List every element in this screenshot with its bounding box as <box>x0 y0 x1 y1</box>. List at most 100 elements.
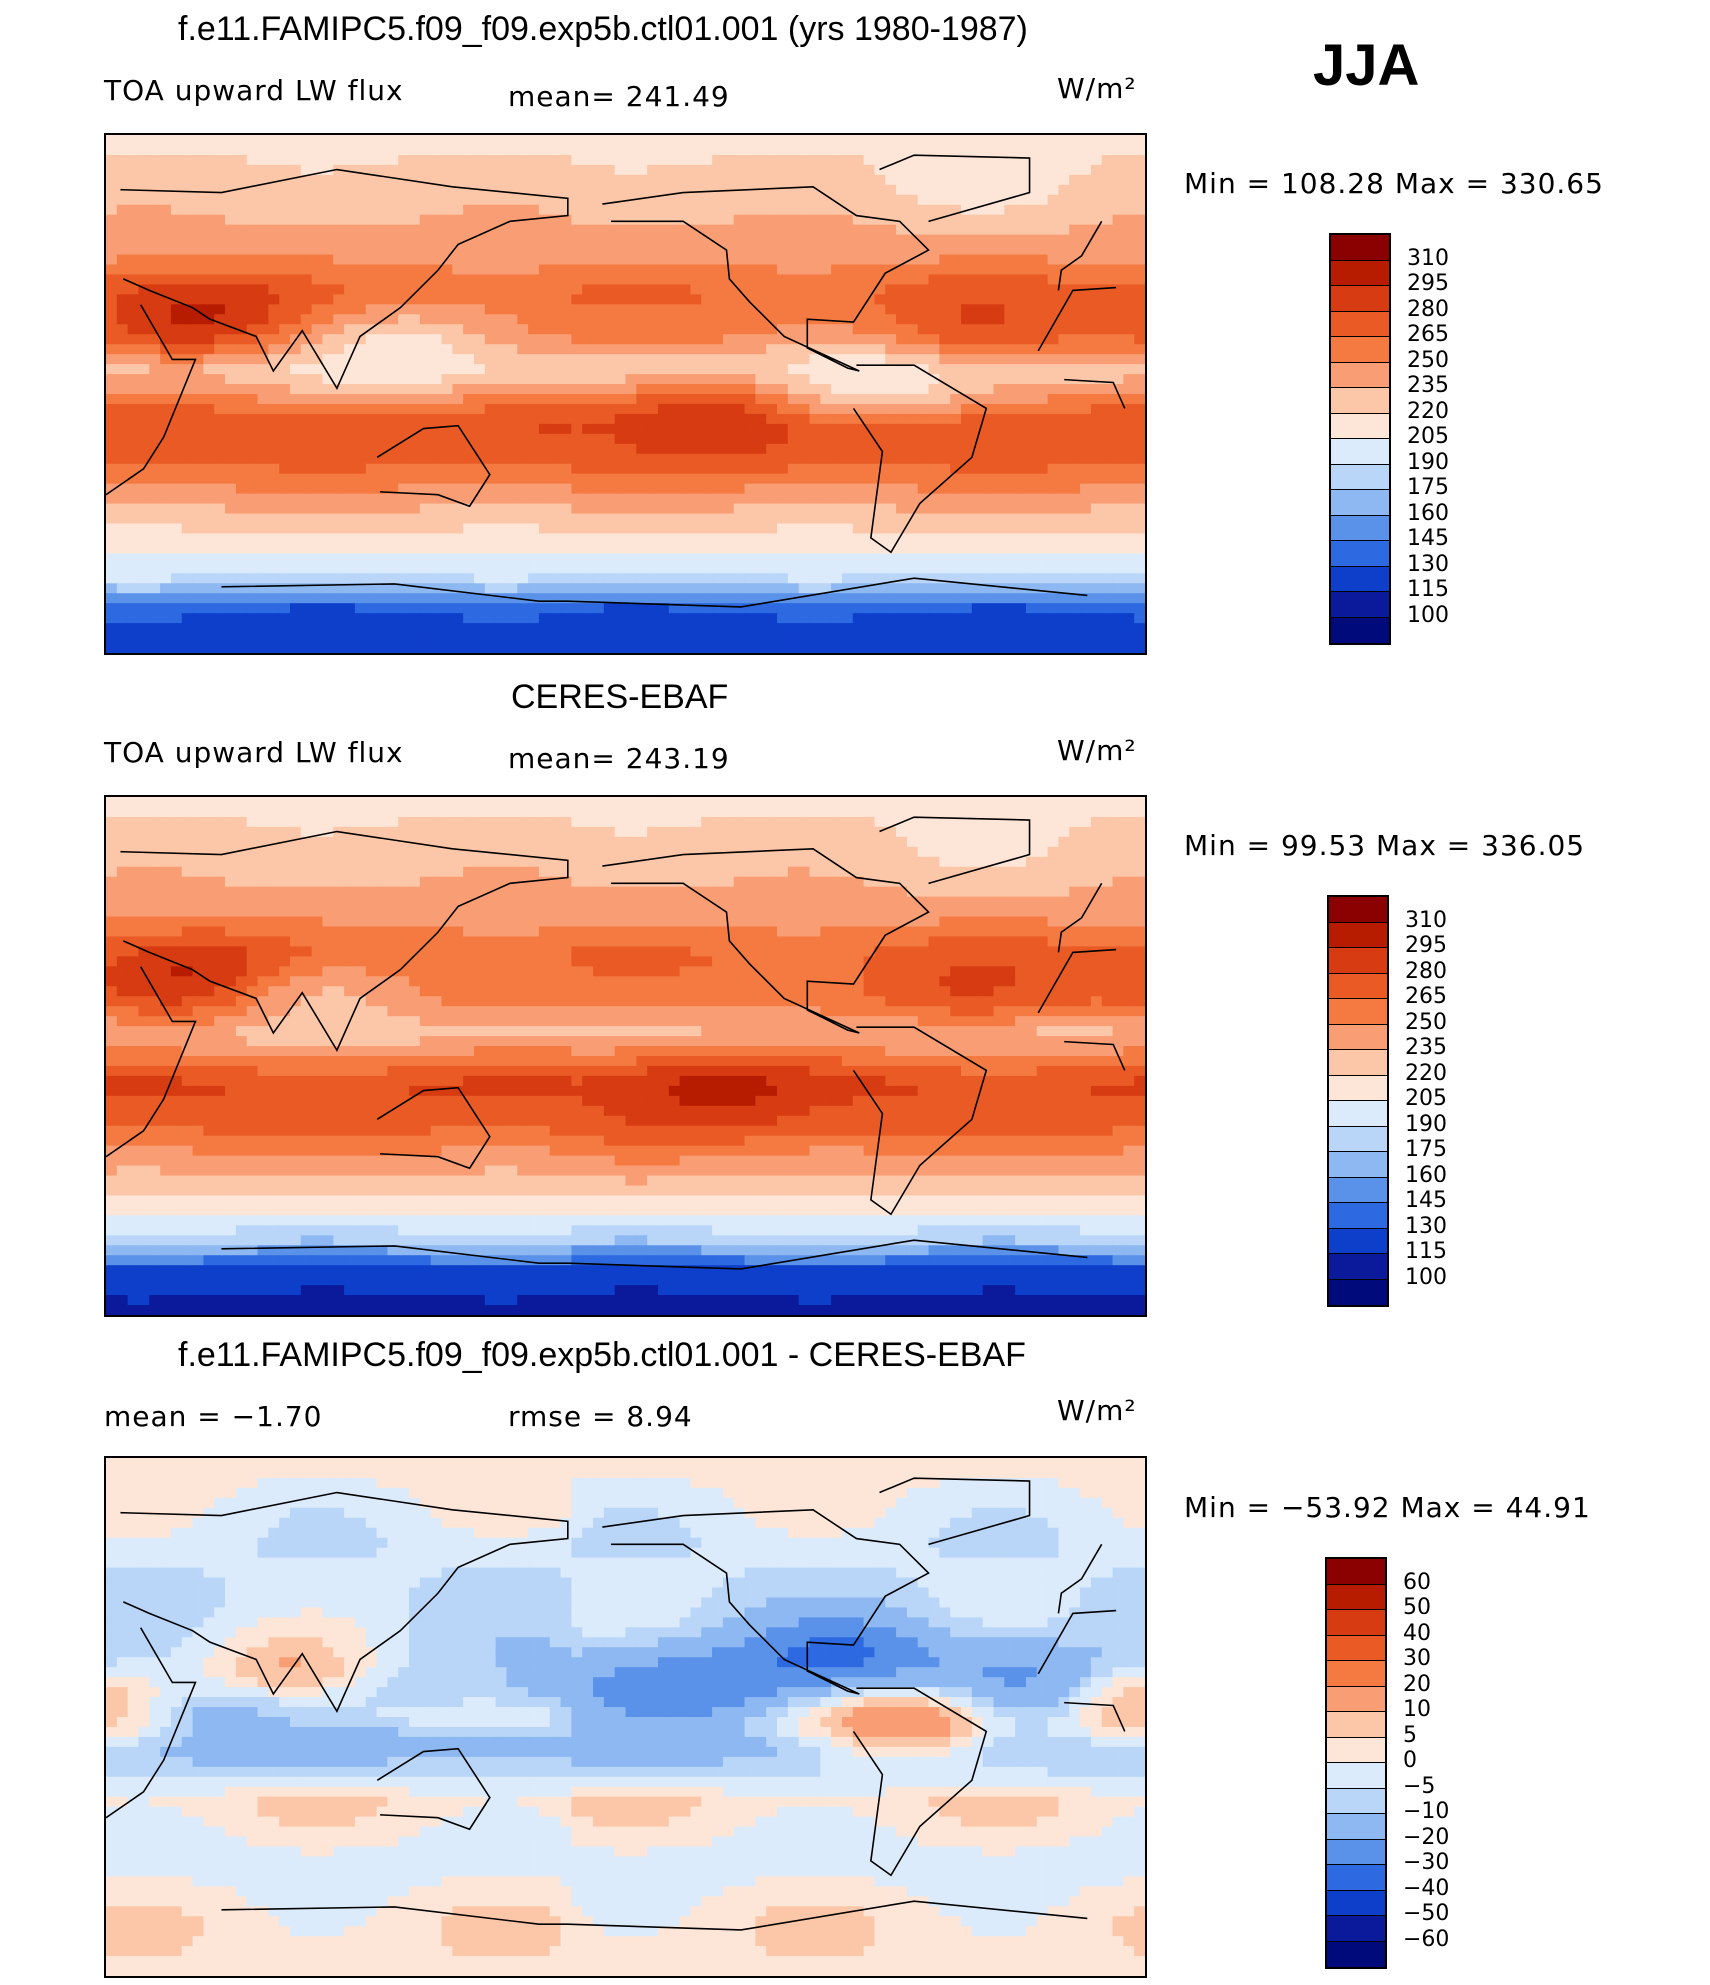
heatmap-cell <box>571 135 583 146</box>
heatmap-cell <box>419 483 432 495</box>
heatmap-cell <box>852 473 865 485</box>
heatmap-cell <box>560 553 572 564</box>
heatmap-cell <box>625 603 637 614</box>
heatmap-cell <box>982 364 995 375</box>
heatmap-cell <box>636 234 648 246</box>
heatmap-cell <box>1080 413 1092 425</box>
heatmap-cell <box>311 354 324 365</box>
heatmap-cell <box>787 324 800 335</box>
heatmap-cell <box>722 384 735 395</box>
heatmap-cell <box>517 234 529 246</box>
heatmap-cell <box>1004 473 1016 485</box>
heatmap-cell <box>333 453 345 465</box>
heatmap-cell <box>820 374 832 385</box>
heatmap-cell <box>809 513 821 525</box>
heatmap-cell <box>593 413 605 425</box>
heatmap-cell <box>560 164 572 176</box>
heatmap-cell <box>149 294 161 305</box>
heatmap-cell <box>430 453 443 465</box>
heatmap-cell <box>170 234 183 246</box>
heatmap-cell <box>203 473 215 485</box>
heatmap-cell <box>1025 144 1038 156</box>
heatmap-cell <box>690 234 702 246</box>
heatmap-cell <box>744 204 756 216</box>
heatmap-cell <box>528 503 540 515</box>
heatmap-cell <box>235 573 248 584</box>
heatmap-cell <box>614 294 627 305</box>
heatmap-cell <box>257 533 269 545</box>
heatmap-cell <box>257 553 269 564</box>
heatmap-cell <box>798 573 811 584</box>
heatmap-cell <box>225 135 237 146</box>
heatmap-cell <box>798 473 811 485</box>
heatmap-cell <box>733 503 746 515</box>
heatmap-cell <box>376 463 388 475</box>
heatmap-cell <box>668 503 681 515</box>
heatmap-cell <box>582 364 594 375</box>
heatmap-cell <box>777 633 789 644</box>
heatmap-cell <box>365 234 378 246</box>
heatmap-cell <box>636 214 648 226</box>
heatmap-cell <box>1101 204 1114 216</box>
heatmap-cell <box>1036 324 1049 335</box>
heatmap-cell <box>701 513 713 525</box>
heatmap-cell <box>452 543 464 554</box>
heatmap-cell <box>398 483 410 495</box>
heatmap-cell <box>1090 264 1103 276</box>
heatmap-cell <box>246 543 259 554</box>
heatmap-cell <box>787 613 800 624</box>
heatmap-cell <box>138 224 150 236</box>
heatmap-cell <box>777 493 789 505</box>
heatmap-cell <box>798 623 811 634</box>
heatmap-cell <box>1134 573 1145 584</box>
heatmap-cell <box>473 164 486 176</box>
heatmap-cell <box>809 374 821 385</box>
heatmap-cell <box>279 613 291 624</box>
heatmap-cell <box>809 493 821 505</box>
heatmap-cell <box>668 473 681 485</box>
heatmap-cell <box>701 254 713 266</box>
heatmap-cell <box>1101 563 1114 574</box>
heatmap-cell <box>387 403 399 415</box>
heatmap-cell <box>181 463 194 475</box>
heatmap-cell <box>473 334 486 345</box>
heatmap-cell <box>322 364 334 375</box>
heatmap-cell <box>722 563 735 574</box>
heatmap-cell <box>257 184 269 196</box>
heatmap-cell <box>906 473 919 485</box>
heatmap-cell <box>690 613 702 624</box>
heatmap-cell <box>603 135 616 146</box>
heatmap-cell <box>170 453 183 465</box>
heatmap-cell <box>603 483 616 495</box>
heatmap-cell <box>257 443 269 455</box>
heatmap-cell <box>376 234 388 246</box>
heatmap-cell <box>1101 473 1114 485</box>
heatmap-cell <box>127 374 140 385</box>
heatmap-cell <box>192 135 205 146</box>
panel-1-variable: TOA upward LW flux <box>104 74 404 107</box>
heatmap-cell <box>409 324 421 335</box>
heatmap-cell <box>603 583 616 594</box>
heatmap-cell <box>452 613 464 624</box>
heatmap-cell <box>419 503 432 515</box>
heatmap-cell <box>906 274 919 286</box>
heatmap-cell <box>690 423 702 435</box>
heatmap-cell <box>874 623 886 634</box>
heatmap-cell <box>625 264 637 276</box>
heatmap-cell <box>506 234 518 246</box>
heatmap-cell <box>971 244 984 256</box>
heatmap-cell <box>1080 623 1092 634</box>
heatmap-cell <box>560 403 572 415</box>
heatmap-cell <box>755 274 767 286</box>
heatmap-cell <box>246 224 259 236</box>
heatmap-cell <box>268 403 280 415</box>
heatmap-cell <box>820 224 832 236</box>
heatmap-cell <box>841 244 854 256</box>
heatmap-cell <box>571 334 583 345</box>
heatmap-cell <box>961 603 973 614</box>
heatmap-cell <box>593 374 605 385</box>
heatmap-cell <box>809 413 821 425</box>
heatmap-cell <box>376 384 388 395</box>
heatmap-cell <box>603 633 616 644</box>
heatmap-cell <box>333 135 345 146</box>
